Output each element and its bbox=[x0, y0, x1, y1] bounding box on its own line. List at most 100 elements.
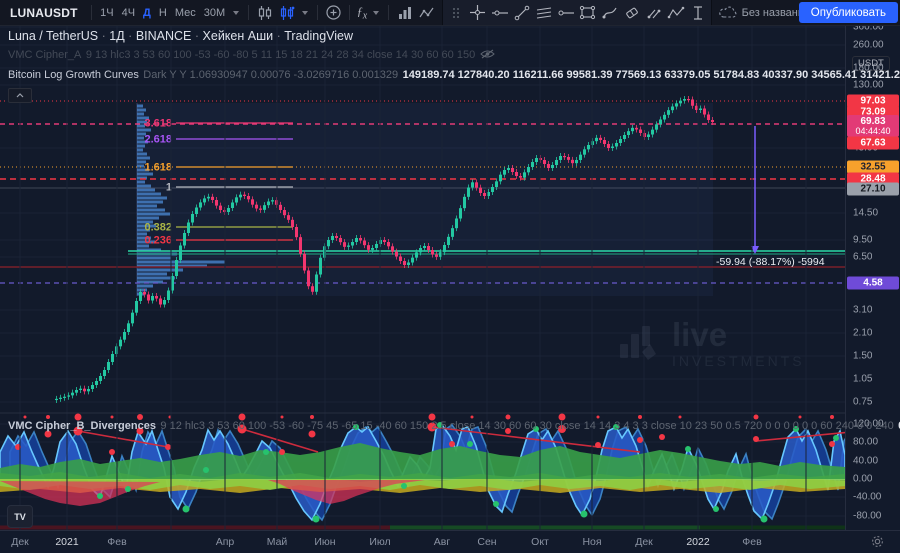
time-tick-year: 2021 bbox=[55, 536, 79, 548]
time-tick-month: Июн bbox=[314, 536, 336, 548]
candle bbox=[327, 240, 330, 247]
signal-dot bbox=[428, 413, 436, 421]
divergence-dot-green bbox=[493, 501, 499, 507]
oscillator-pane[interactable] bbox=[0, 413, 887, 530]
oscillator-legend[interactable]: VMC Cipher_B_Divergences 9 12 hlc3 3 53 … bbox=[8, 416, 900, 436]
projection-arrow-head bbox=[751, 246, 759, 254]
price-tick: 1.05 bbox=[853, 373, 873, 385]
timeframe-1h[interactable]: 1Ч bbox=[100, 6, 114, 19]
divergence-dot-red bbox=[136, 427, 144, 435]
drag-grip-icon[interactable] bbox=[445, 2, 467, 24]
indicator-legend-row-vmc-a[interactable]: VMC Cipher_A 9 13 hlc3 3 53 60 100 -53 -… bbox=[8, 45, 900, 63]
candle bbox=[451, 228, 454, 237]
horizontal-line-tool-icon[interactable] bbox=[489, 2, 511, 24]
crosshair-tool-icon[interactable] bbox=[467, 2, 489, 24]
candle bbox=[523, 172, 526, 178]
candle bbox=[579, 154, 582, 160]
price-tick: 360.00 bbox=[853, 21, 884, 33]
signal-dot bbox=[505, 414, 511, 420]
candle bbox=[175, 260, 178, 276]
candle bbox=[159, 298, 162, 305]
layout-name[interactable]: Без названия bbox=[741, 6, 810, 19]
price-badge: 32.55 bbox=[847, 160, 899, 174]
candle bbox=[459, 208, 462, 219]
heikin-ashi-style-icon[interactable] bbox=[276, 2, 298, 24]
timeframe-dropdown-icon[interactable] bbox=[233, 10, 240, 15]
candle bbox=[519, 176, 522, 178]
candle bbox=[411, 257, 414, 263]
indicator-legend-row-btc-log[interactable]: Bitcoin Log Growth Curves Dark Y Y 1.069… bbox=[8, 65, 900, 83]
candles-style-icon[interactable] bbox=[254, 2, 276, 24]
divergence-dot-red bbox=[829, 441, 835, 447]
cloud-save-icon[interactable] bbox=[718, 2, 740, 24]
measure-tool-icon[interactable] bbox=[687, 2, 709, 24]
eye-off-icon[interactable] bbox=[479, 49, 495, 59]
candle bbox=[75, 390, 78, 393]
zigzag-pattern-tool-icon[interactable] bbox=[665, 2, 687, 24]
candle bbox=[279, 204, 282, 210]
tradingview-logo[interactable]: TV bbox=[7, 505, 33, 528]
legend-exchange: BINANCE bbox=[135, 29, 192, 43]
indicator-name: Bitcoin Log Growth Curves bbox=[8, 69, 139, 81]
candle bbox=[247, 196, 250, 200]
legend-collapse-button[interactable] bbox=[8, 88, 32, 103]
timezone-gear-icon[interactable] bbox=[871, 535, 884, 553]
indicator-name: VMC Cipher_B_Divergences bbox=[8, 420, 156, 432]
divider bbox=[248, 5, 249, 20]
divergence-dot-green bbox=[467, 441, 473, 447]
volume-profile-bar bbox=[137, 136, 144, 140]
volume-profile-bar bbox=[137, 280, 163, 284]
patterns-icon[interactable] bbox=[416, 2, 438, 24]
compare-add-icon[interactable] bbox=[322, 2, 344, 24]
price-axis[interactable]: USDT360.00260.00180.00130.0043.0014.509.… bbox=[845, 21, 900, 530]
volume-profile-bar bbox=[137, 120, 147, 124]
signal-dot bbox=[798, 415, 802, 419]
indicators-dropdown-icon[interactable] bbox=[373, 10, 380, 15]
rectangle-tool-icon[interactable] bbox=[577, 2, 599, 24]
parallel-channel-tool-icon[interactable] bbox=[533, 2, 555, 24]
candle bbox=[259, 208, 262, 210]
trend-line-tool-icon[interactable] bbox=[511, 2, 533, 24]
indicator-params: 9 12 hlc3 3 53 60 100 -53 -60 -75 45 -65… bbox=[160, 420, 894, 432]
timeframe-30m[interactable]: 30М bbox=[203, 6, 226, 19]
candle bbox=[675, 103, 678, 107]
pitchfork-tool-icon[interactable] bbox=[643, 2, 665, 24]
indicators-icon[interactable]: ƒx bbox=[356, 3, 368, 22]
candle bbox=[87, 389, 90, 392]
brush-tool-icon[interactable] bbox=[599, 2, 621, 24]
legend-pair: Luna / TetherUS bbox=[8, 29, 99, 43]
divergence-dot-red bbox=[109, 449, 115, 455]
price-tick: 6.50 bbox=[853, 251, 873, 263]
candle bbox=[543, 160, 546, 164]
timeframe-1mo[interactable]: Мес bbox=[174, 6, 196, 19]
timeframe-1d[interactable]: Д bbox=[143, 6, 151, 19]
volume-profile-bar bbox=[137, 104, 143, 108]
timeframe-1w[interactable]: Н bbox=[158, 6, 167, 19]
symbol-legend-row[interactable]: Luna / TetherUS · 1Д · BINANCE · Хейкен … bbox=[8, 29, 354, 43]
candle bbox=[395, 251, 398, 257]
signal-dot bbox=[310, 415, 314, 419]
eraser-tool-icon[interactable] bbox=[621, 2, 643, 24]
candle bbox=[631, 127, 634, 132]
divergence-dot-red bbox=[558, 425, 566, 433]
style-dropdown-icon[interactable] bbox=[301, 10, 308, 15]
timeframe-4h[interactable]: 4Ч bbox=[121, 6, 136, 19]
time-tick-month: Май bbox=[266, 536, 288, 548]
candle bbox=[319, 257, 322, 275]
divergence-dot-green bbox=[793, 426, 799, 432]
horizontal-ray-tool-icon[interactable] bbox=[555, 2, 577, 24]
indicator-params: 9 13 hlc3 3 53 60 100 -53 -60 -80 5 11 1… bbox=[85, 49, 476, 61]
candle bbox=[151, 296, 154, 301]
candle bbox=[127, 323, 130, 332]
volume-profile-bar bbox=[137, 240, 155, 244]
currency-unit-button[interactable]: USDT bbox=[852, 56, 890, 71]
financials-icon[interactable] bbox=[394, 2, 416, 24]
publish-button[interactable]: Опубликовать bbox=[798, 2, 898, 23]
oscillator-wave bbox=[0, 443, 845, 480]
time-axis[interactable]: Дек 2021 Фев Апр Май Июн Июл Авг Сен Окт Ноя Дек 202… bbox=[0, 530, 900, 553]
candle bbox=[635, 127, 638, 130]
candle bbox=[171, 276, 174, 291]
symbol-button[interactable]: LUNAUSDT bbox=[10, 5, 78, 20]
